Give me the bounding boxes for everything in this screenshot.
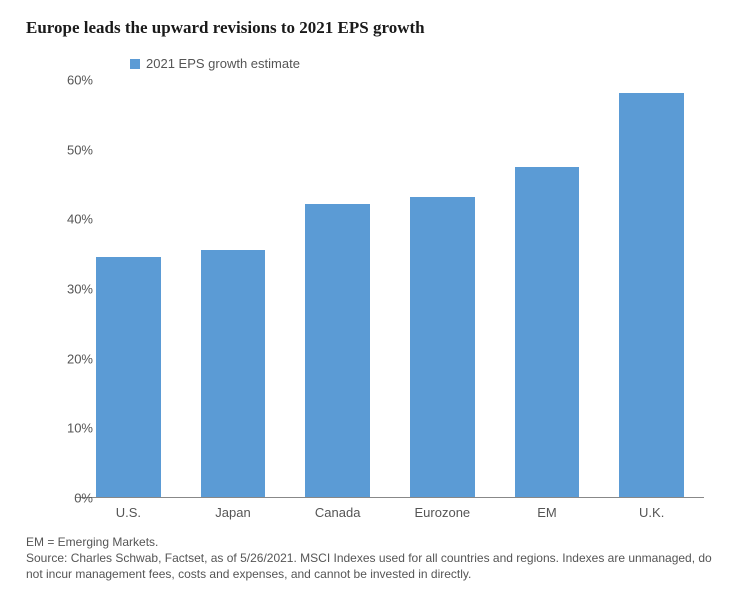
bar-slot (285, 80, 390, 497)
legend-swatch (130, 59, 140, 69)
xtick-labels: U.S.JapanCanadaEurozoneEMU.K. (76, 497, 704, 520)
bar-slot (599, 80, 704, 497)
ytick-label: 0% (43, 491, 93, 506)
footnote-line2: Source: Charles Schwab, Factset, as of 5… (26, 550, 712, 582)
bar-slot (181, 80, 286, 497)
plot-area: U.S.JapanCanadaEurozoneEMU.K. (76, 80, 704, 498)
xtick-label: Eurozone (390, 505, 495, 520)
legend-label: 2021 EPS growth estimate (146, 56, 300, 71)
xtick-label: Canada (285, 505, 390, 520)
ytick-label: 30% (43, 282, 93, 297)
xtick-label: U.K. (599, 505, 704, 520)
ytick-label: 50% (43, 142, 93, 157)
xtick-label: Japan (181, 505, 286, 520)
footnote: EM = Emerging Markets. Source: Charles S… (26, 534, 712, 583)
bar-slot (495, 80, 600, 497)
bars-container (76, 80, 704, 497)
ytick-label: 10% (43, 421, 93, 436)
ytick-label: 20% (43, 351, 93, 366)
bar (201, 250, 266, 497)
bar (96, 257, 161, 497)
legend: 2021 EPS growth estimate (130, 56, 300, 71)
bar-slot (390, 80, 495, 497)
bar (515, 167, 580, 497)
footnote-line1: EM = Emerging Markets. (26, 534, 712, 550)
chart-title: Europe leads the upward revisions to 202… (26, 18, 425, 38)
ytick-label: 40% (43, 212, 93, 227)
xtick-label: U.S. (76, 505, 181, 520)
xtick-label: EM (495, 505, 600, 520)
bar (410, 197, 475, 497)
ytick-label: 60% (43, 73, 93, 88)
bar (305, 204, 370, 497)
bar (619, 93, 684, 497)
